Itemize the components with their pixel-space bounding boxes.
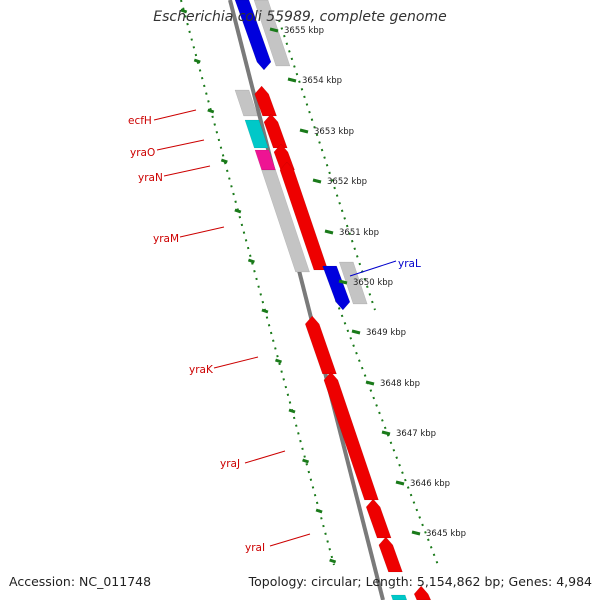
gene-label-yraM: yraM <box>153 233 179 245</box>
kbp-major-tick <box>312 178 322 184</box>
topology-text: Topology: circular; Length: 5,154,862 bp… <box>248 574 592 589</box>
kbp-major-tick <box>395 480 405 486</box>
gene-labels: ecfH yraO yraN yraM yraL yraK yraJ yraI <box>128 109 421 554</box>
left-major-tick <box>315 508 323 514</box>
gene-label-yraN: yraN <box>138 172 163 184</box>
map-title: Escherichia coli 55989, complete genome <box>153 9 447 25</box>
label-leader-yraJ <box>244 450 286 464</box>
left-major-tick <box>302 458 310 464</box>
label-leader-yraK <box>213 356 259 369</box>
kbp-label: 3654 kbp <box>302 76 342 86</box>
kbp-label: 3655 kbp <box>284 26 324 36</box>
kbp-major-tick <box>411 530 421 536</box>
kbp-major-tick <box>324 229 334 235</box>
left-major-tick <box>207 108 215 114</box>
gene-yrak <box>304 315 337 375</box>
left-major-tick <box>329 558 337 564</box>
kbp-major-tick <box>338 279 348 285</box>
kbp-label: 3651 kbp <box>339 228 379 238</box>
kbp-major-tick <box>299 128 309 134</box>
left-tick-line <box>180 0 335 566</box>
grey-gene-yram <box>261 169 310 273</box>
gene-features <box>234 0 432 600</box>
gene-label-yraJ: yraJ <box>220 458 240 470</box>
accession-text: Accession: NC_011748 <box>9 574 152 589</box>
grey-gene-top <box>253 0 291 67</box>
gene-label-yraK: yraK <box>189 364 214 376</box>
kbp-major-tick <box>365 380 375 386</box>
kbp-major-tick <box>351 329 361 335</box>
backbone-line <box>228 0 385 600</box>
left-major-tick <box>180 8 188 14</box>
gene-label-yraO: yraO <box>130 147 155 159</box>
magenta-gene-yran <box>254 149 276 171</box>
kbp-label: 3645 kbp <box>426 529 466 539</box>
gene-red-small-1 <box>365 498 392 539</box>
kbp-label: 3650 kbp <box>353 278 393 288</box>
kbp-major-tick <box>287 77 297 83</box>
gene-cyan-bottom <box>390 594 408 600</box>
kbp-major-tick <box>381 430 391 436</box>
left-major-tick <box>234 208 242 214</box>
gene-label-yraI: yraI <box>245 542 265 554</box>
grey-gene-yral <box>338 261 368 305</box>
gene-red-bottom <box>413 585 432 600</box>
gene-yral <box>322 265 351 311</box>
label-leader-yraO <box>156 139 205 151</box>
gene-yraj <box>323 371 379 501</box>
kbp-label: 3649 kbp <box>366 328 406 338</box>
kbp-label: 3647 kbp <box>396 429 436 439</box>
label-leader-yraN <box>163 165 211 177</box>
gene-label-ecfH: ecfH <box>128 115 152 127</box>
gene-label-yraL: yraL <box>398 258 421 270</box>
kbp-label: 3648 kbp <box>380 379 420 389</box>
cyan-gene-yrao <box>244 119 269 149</box>
gene-yram <box>279 161 329 271</box>
kbp-label: 3652 kbp <box>327 177 367 187</box>
kbp-label: 3653 kbp <box>314 127 354 137</box>
label-leader-yraI <box>269 533 311 547</box>
label-leader-yraM <box>179 226 225 238</box>
left-major-tick <box>275 358 282 364</box>
right-tick-line-upper <box>278 19 376 311</box>
kbp-major-tick <box>269 27 279 33</box>
backbone <box>228 0 385 600</box>
left-major-tick <box>193 58 201 64</box>
grey-gene-ecfh <box>234 89 258 117</box>
left-major-tick <box>220 158 228 164</box>
left-major-tick <box>261 308 269 314</box>
blue-gene-top <box>234 0 272 71</box>
kbp-scale: 3655 kbp 3654 kbp 3653 kbp 3652 kbp 3651 kbp… <box>269 26 466 539</box>
label-leader-ecfH <box>153 109 197 121</box>
kbp-label: 3646 kbp <box>410 479 450 489</box>
left-major-tick <box>288 408 296 414</box>
gene-yrai <box>378 536 403 573</box>
left-major-tick <box>247 258 255 264</box>
tick-marks <box>180 0 439 566</box>
label-leader-yraL <box>349 260 397 277</box>
